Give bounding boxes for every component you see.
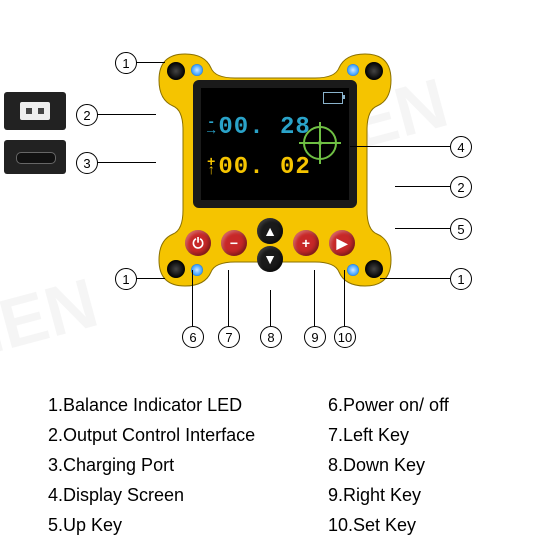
callout-3: 3 (76, 152, 98, 174)
callout-1: 1 (115, 268, 137, 290)
legend-item: 5.Up Key (48, 510, 255, 540)
callout-line (395, 228, 450, 229)
down-button[interactable]: ▼ (257, 246, 283, 272)
reading-2: +↑00. 02 (207, 154, 311, 181)
callout-5: 5 (450, 218, 472, 240)
left-button-icon: − (230, 235, 238, 251)
power-button-icon: ⏻ (192, 235, 203, 252)
callout-line (350, 146, 450, 147)
legend-item: 1.Balance Indicator LED (48, 390, 255, 420)
up-button[interactable]: ▲ (257, 218, 283, 244)
legend-item: 6.Power on/ off (328, 390, 449, 420)
right-button-icon: + (302, 235, 310, 251)
callout-line (270, 290, 271, 326)
callout-1: 1 (115, 52, 137, 74)
reading-1: -→00. 28 (207, 114, 311, 141)
right-button[interactable]: + (293, 230, 319, 256)
corner-screw (365, 260, 383, 278)
target-icon (299, 122, 341, 164)
callout-line (344, 270, 345, 326)
corner-screw (167, 62, 185, 80)
balance-led (347, 264, 359, 276)
callout-line (135, 278, 165, 279)
callout-1: 1 (450, 268, 472, 290)
left-button[interactable]: − (221, 230, 247, 256)
display-screen: -→00. 28 +↑00. 02 (193, 80, 357, 208)
charging-port-photo (4, 140, 66, 174)
callout-line (314, 270, 315, 326)
legend-item: 10.Set Key (328, 510, 449, 540)
callout-line (380, 278, 450, 279)
callout-line (135, 62, 165, 63)
legend-item: 7.Left Key (328, 420, 449, 450)
corner-screw (365, 62, 383, 80)
legend-item: 8.Down Key (328, 450, 449, 480)
balance-led (347, 64, 359, 76)
callout-6: 6 (182, 326, 204, 348)
set-button-icon: ▶ (337, 235, 348, 252)
balance-led (191, 64, 203, 76)
up-button-icon: ▲ (263, 223, 277, 239)
callout-2: 2 (76, 104, 98, 126)
legend-item: 2.Output Control Interface (48, 420, 255, 450)
callout-line (96, 114, 156, 115)
watermark: HEN (0, 262, 106, 378)
callout-10: 10 (334, 326, 356, 348)
set-button[interactable]: ▶ (329, 230, 355, 256)
callout-line (192, 270, 193, 326)
corner-screw (167, 260, 185, 278)
callout-7: 7 (218, 326, 240, 348)
callout-2: 2 (450, 176, 472, 198)
callout-9: 9 (304, 326, 326, 348)
legend-item: 4.Display Screen (48, 480, 255, 510)
battery-icon (323, 92, 343, 104)
legend-item: 9.Right Key (328, 480, 449, 510)
callout-4: 4 (450, 136, 472, 158)
callout-line (96, 162, 156, 163)
power-button[interactable]: ⏻ (185, 230, 211, 256)
callout-line (228, 270, 229, 326)
output-interface-photo (4, 92, 66, 130)
down-button-icon: ▼ (263, 251, 277, 267)
callout-line (395, 186, 450, 187)
legend-item: 3.Charging Port (48, 450, 255, 480)
callout-8: 8 (260, 326, 282, 348)
device: -→00. 28 +↑00. 02 ⏻ − ▲ ▼ + ▶ (155, 50, 395, 290)
